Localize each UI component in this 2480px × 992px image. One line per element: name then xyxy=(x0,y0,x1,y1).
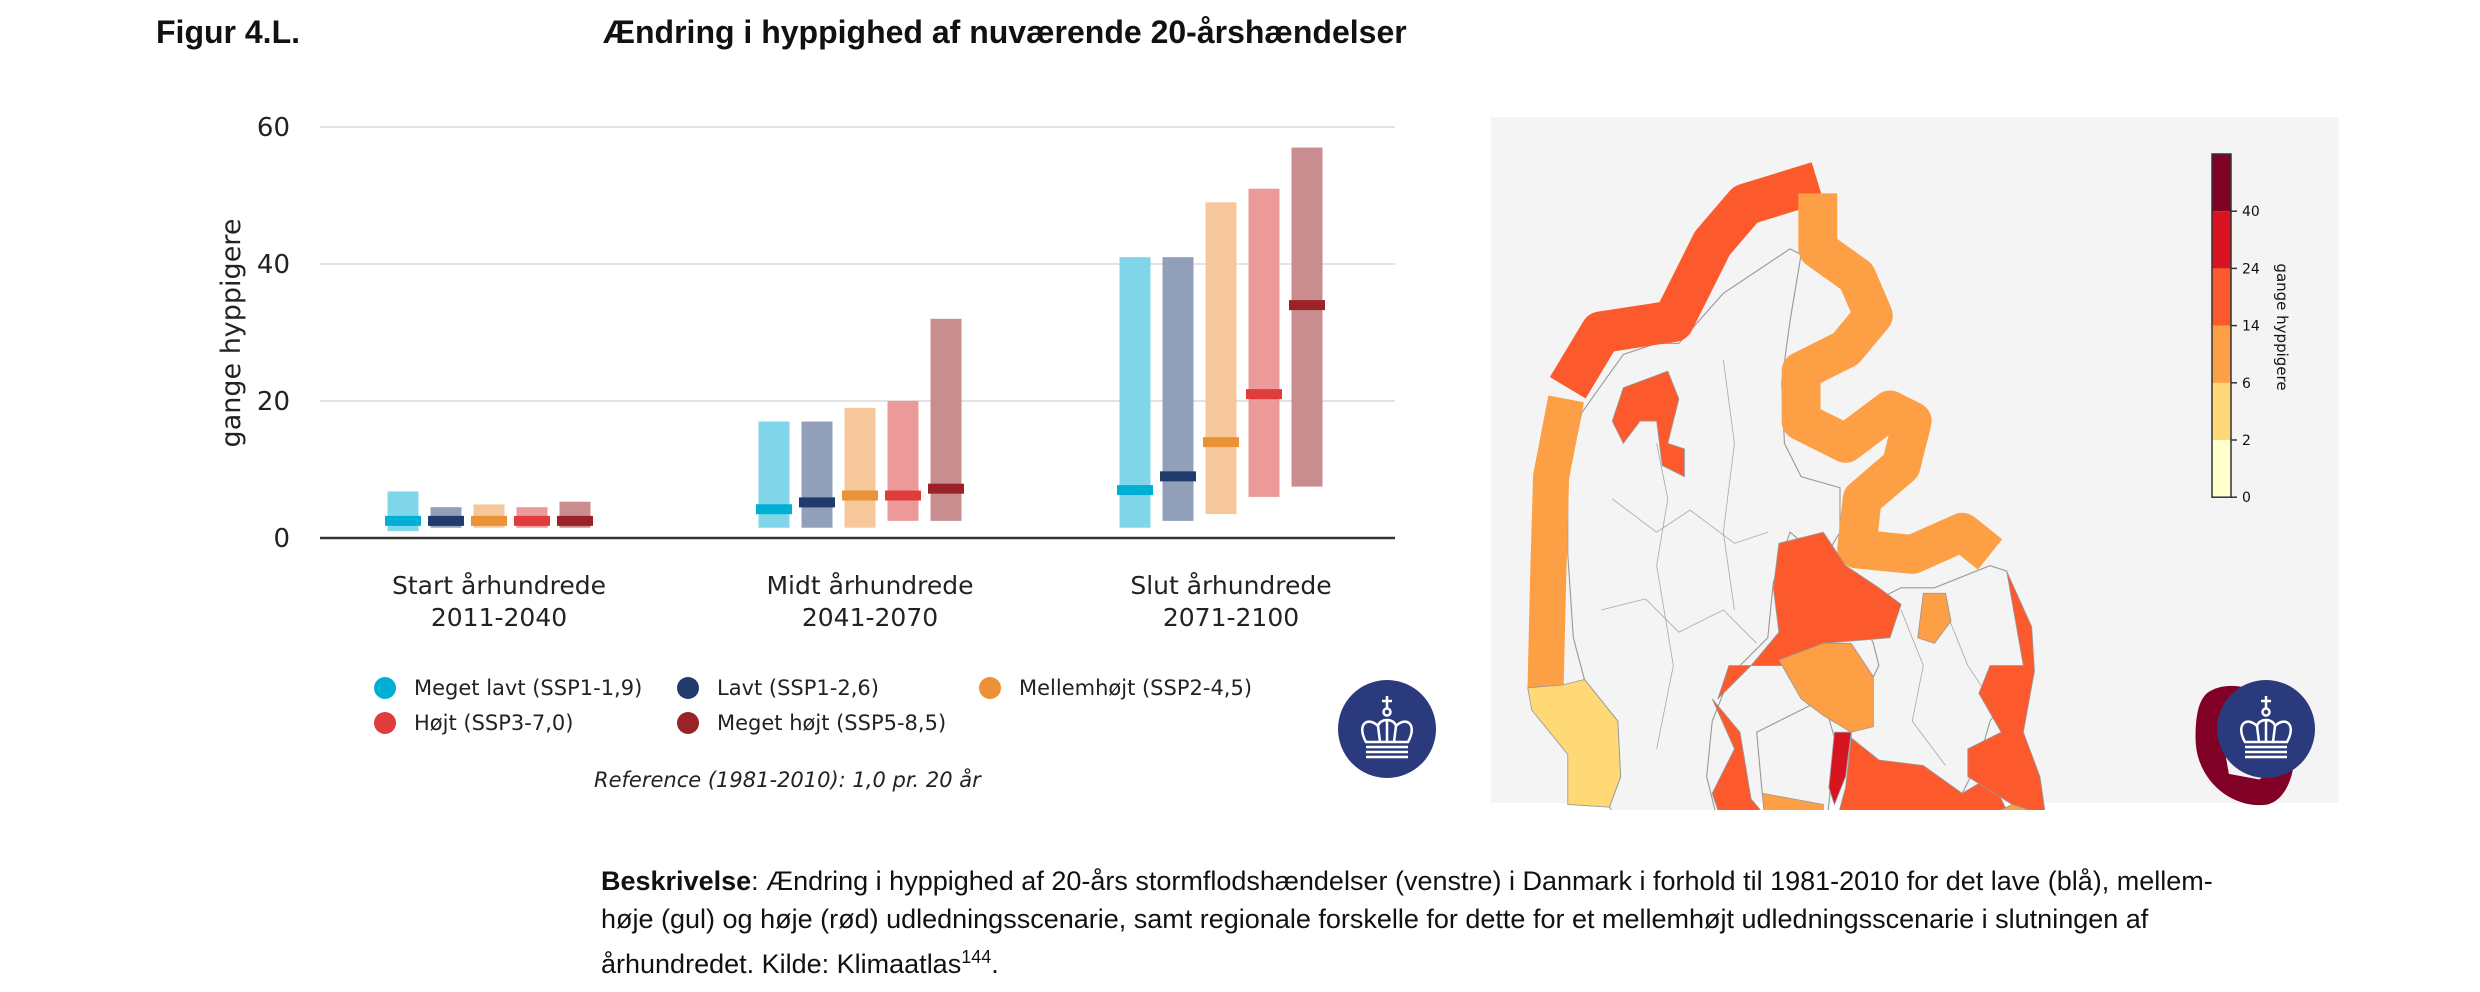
range-bar xyxy=(801,421,833,528)
y-tick-label: 60 xyxy=(257,113,290,143)
colorbar-segment xyxy=(2212,440,2231,498)
denmark-map xyxy=(1527,162,2295,810)
y-axis-title: gange hyppigere xyxy=(216,219,247,448)
legend-label: Meget lavt (SSP1-1,9) xyxy=(414,676,643,700)
caption-label: Beskrivelse xyxy=(601,866,752,896)
figure-title: Ændring i hyppighed af nuværende 20-årsh… xyxy=(603,14,1407,50)
range-bar xyxy=(1205,202,1237,515)
median-marker xyxy=(471,515,507,526)
legend-label: Højt (SSP3-7,0) xyxy=(414,711,574,735)
colorbar-tick-label: 6 xyxy=(2242,376,2251,392)
zone-funen-south xyxy=(1761,792,1824,810)
legend-dot-icon xyxy=(677,677,699,699)
category-period: 2011-2040 xyxy=(431,603,567,632)
zone-southwest xyxy=(1527,678,1621,808)
legend-label: Mellemhøjt (SSP2-4,5) xyxy=(1019,676,1253,700)
bars xyxy=(385,147,1325,532)
legend-dot-icon xyxy=(374,677,396,699)
category-label: Start århundrede xyxy=(392,571,606,600)
legend-dot-icon xyxy=(374,712,396,734)
legend-item: Meget højt (SSP5-8,5) xyxy=(677,711,946,735)
range-bar xyxy=(1291,147,1323,487)
zone-storebaelt xyxy=(1828,731,1852,806)
colorbar: 0 2 6 14 24 40 gange hyppigere xyxy=(2211,153,2291,506)
colorbar-tick-label: 24 xyxy=(2242,261,2260,277)
colorbar-segment xyxy=(2212,325,2231,383)
range-bar xyxy=(1119,257,1151,528)
legend-item: Højt (SSP3-7,0) xyxy=(374,711,573,735)
zone-southeast xyxy=(2000,803,2031,810)
median-marker xyxy=(514,515,550,526)
colorbar-segment xyxy=(2212,382,2231,440)
reference-note: Reference (1981-2010): 1,0 pr. 20 år xyxy=(594,768,981,792)
median-marker xyxy=(756,504,792,515)
range-bar xyxy=(844,407,876,528)
legend-item: Lavt (SSP1-2,6) xyxy=(677,676,879,700)
legend-label: Lavt (SSP1-2,6) xyxy=(717,676,879,700)
crown-icon xyxy=(2240,696,2292,759)
category-label: Slut århundrede xyxy=(1130,571,1331,600)
legend-dot-icon xyxy=(979,677,1001,699)
median-marker xyxy=(1246,389,1282,400)
colorbar-tick-label: 0 xyxy=(2242,490,2251,506)
legend-item: Meget lavt (SSP1-1,9) xyxy=(374,676,642,700)
median-marker xyxy=(842,490,878,501)
range-bar xyxy=(887,401,919,521)
colorbar-segment xyxy=(2212,211,2231,269)
legend-dot-icon xyxy=(677,712,699,734)
figure-caption: Beskrivelse: Ændring i hyppighed af 20-å… xyxy=(601,862,2213,983)
zone-northwest xyxy=(1549,162,1824,399)
median-marker xyxy=(799,497,835,508)
zone-isefjord xyxy=(1917,592,1952,644)
legend-item: Mellemhøjt (SSP2-4,5) xyxy=(979,676,1252,700)
median-marker xyxy=(428,515,464,526)
colorbar-tick-label: 14 xyxy=(2242,319,2260,335)
median-marker xyxy=(385,515,421,526)
colorbar-tick-label: 40 xyxy=(2242,204,2260,220)
zone-south xyxy=(1839,736,2008,810)
caption-line-3: århundredet. Kilde: Klimaatlas xyxy=(601,949,962,979)
map-panel: 0 2 6 14 24 40 gange hyppigere xyxy=(1491,117,2339,810)
category-period: 2071-2100 xyxy=(1163,603,1299,632)
figure-label: Figur 4.L. xyxy=(156,14,300,50)
range-bar xyxy=(1248,188,1280,497)
y-tick-label: 20 xyxy=(257,387,290,417)
colorbar-segment xyxy=(2212,268,2231,326)
legend-label: Meget højt (SSP5-8,5) xyxy=(717,711,947,735)
zone-west xyxy=(1527,395,1584,689)
category-labels: Start århundrede 2011-2040 Midt århundrede… xyxy=(392,571,1332,632)
caption-end: . xyxy=(991,949,999,979)
median-marker xyxy=(885,490,921,501)
caption-line-2: høje (gul) og høje (rød) udledningsscena… xyxy=(601,904,2149,934)
crown-logo-map xyxy=(2217,680,2315,778)
median-marker xyxy=(1117,485,1153,496)
median-marker xyxy=(928,483,964,494)
caption-footnote: 144 xyxy=(961,947,992,967)
median-marker xyxy=(1203,437,1239,448)
y-tick-label: 40 xyxy=(257,250,290,280)
crown-icon xyxy=(1361,696,1413,759)
coastal-zones xyxy=(1527,162,2003,689)
crown-logo xyxy=(1338,680,1436,778)
caption-line-1: : Ændring i hyppighed af 20-års stormflo… xyxy=(751,866,2213,896)
colorbar-label: gange hyppigere xyxy=(2273,263,2291,390)
y-tick-label: 0 xyxy=(273,524,290,554)
category-period: 2041-2070 xyxy=(802,603,938,632)
y-tick-labels: 0 20 40 60 xyxy=(257,113,290,554)
colorbar-tick-label: 2 xyxy=(2242,433,2251,449)
median-marker xyxy=(557,515,593,526)
zone-kattegat-north xyxy=(1781,193,2003,574)
colorbar-segment xyxy=(2212,154,2231,212)
coastal-zone-polygons xyxy=(1527,370,2046,810)
median-marker xyxy=(1289,300,1325,311)
zone-lillebaelt xyxy=(1711,698,1761,810)
zone-oresund xyxy=(1967,570,2046,810)
zone-limfjord xyxy=(1611,370,1685,478)
bar-chart: 0 20 40 60 gange hyppigere Start århundrede… xyxy=(216,113,1395,632)
category-label: Midt århundrede xyxy=(766,571,973,600)
median-marker xyxy=(1160,471,1196,482)
zone-funen-north xyxy=(1778,642,1874,733)
